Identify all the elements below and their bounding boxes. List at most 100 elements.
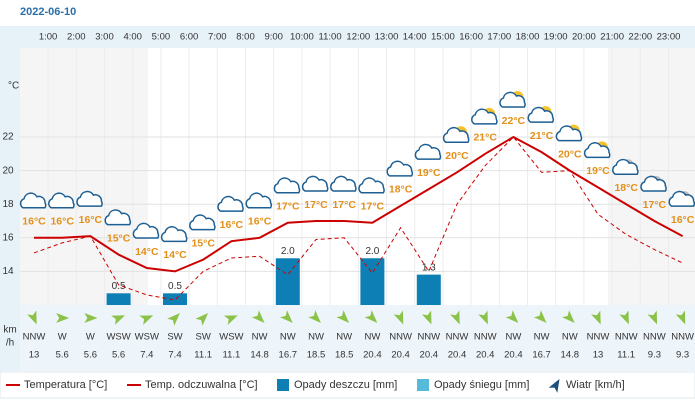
y-tick-label: 16	[2, 232, 14, 243]
weather-icon	[189, 214, 216, 231]
legend-swatch	[277, 379, 289, 391]
legend-box	[0, 371, 695, 399]
weather-icon	[160, 226, 188, 243]
legend-label: Wiatr [km/h]	[566, 379, 625, 391]
temperature-label: 16°C	[79, 214, 103, 226]
wind-arrow	[280, 310, 293, 323]
wind-arrow	[139, 315, 154, 325]
temperature-label: 21°C	[473, 132, 497, 144]
wind-direction: NW	[308, 332, 324, 343]
weather-icon	[301, 175, 329, 192]
wind-direction: SW	[167, 332, 182, 343]
wind-direction: NW	[562, 332, 578, 343]
legend-label: Opady śniegu [mm]	[434, 379, 529, 391]
cloud	[414, 143, 442, 160]
temperature-label: 16°C	[22, 216, 46, 228]
wind-direction: NNW	[474, 332, 497, 343]
temperature-label: 20°C	[558, 148, 582, 160]
precip-bar	[106, 293, 131, 305]
wind-speed: 16.7	[532, 350, 551, 361]
wind-arrow	[450, 310, 460, 325]
wind-arrow	[56, 313, 70, 323]
wind-speed: 7.4	[168, 350, 181, 361]
wind-speed: 20.4	[504, 350, 523, 361]
weather-icon	[330, 175, 357, 192]
precip-label: 0.5	[168, 281, 182, 292]
precip-label: 2.0	[365, 246, 379, 257]
wind-direction: NW	[534, 332, 550, 343]
hour-label: 7:00	[208, 32, 227, 43]
weather-icon	[583, 141, 611, 159]
wind-arrow	[478, 310, 488, 325]
wind-arrow	[421, 310, 432, 325]
wind-speed: 20.4	[448, 350, 467, 361]
wind-arrow	[336, 310, 350, 323]
temperature-label: 16°C	[50, 216, 74, 228]
wind-arrow	[533, 310, 547, 323]
wind-speed: 13	[29, 350, 40, 361]
hour-label: 11:00	[319, 32, 342, 43]
wind-speed: 18.5	[335, 350, 354, 361]
wind-speed: 11.1	[223, 350, 241, 361]
wind-direction: NNW	[23, 332, 46, 343]
y-tick-label: 22	[2, 132, 14, 143]
cloud	[471, 108, 498, 125]
wind-row	[20, 305, 695, 371]
temperature-label: 14°C	[135, 246, 159, 258]
weather-icon	[499, 91, 526, 108]
hour-header	[0, 26, 695, 48]
hour-label: 1:00	[39, 32, 58, 43]
wind-arrow	[27, 310, 37, 325]
weather-icon	[76, 190, 103, 207]
legend-swatch	[417, 379, 429, 391]
wind-direction: NW	[364, 332, 380, 343]
temperature-line	[33, 136, 683, 301]
cloud	[330, 175, 357, 192]
wind-unit: km	[3, 325, 16, 336]
temperature-label: 20°C	[445, 150, 469, 162]
hour-label: 13:00	[375, 32, 399, 43]
weather-icon	[48, 192, 75, 209]
cloud	[442, 127, 470, 144]
wind-direction: NNW	[389, 332, 412, 343]
legend-label: Temp. odczuwalna [°C]	[145, 379, 258, 391]
wind-arrow	[84, 313, 98, 323]
legend-wind-icon	[548, 378, 560, 393]
hour-label: 14:00	[403, 32, 427, 43]
y-tick-label: 18	[2, 199, 14, 210]
cloud	[640, 175, 667, 192]
cloud	[358, 177, 385, 194]
temperature-label: 17°C	[361, 200, 385, 212]
precip-label: 2.0	[281, 246, 295, 257]
hour-label: 23:00	[657, 32, 681, 43]
wind-speed: 20.4	[476, 350, 495, 361]
hour-label: 8:00	[236, 32, 255, 43]
temperature-label: 14°C	[163, 249, 187, 261]
weather-icon	[273, 177, 301, 194]
temperature-line	[34, 135, 684, 273]
wind-arrow	[393, 310, 404, 325]
legend-label: Temperatura [°C]	[24, 379, 107, 391]
weather-icon	[217, 195, 244, 212]
wind-arrow	[505, 310, 519, 323]
wind-arrow	[675, 310, 686, 325]
weather-icon	[555, 124, 583, 142]
precip-label: 0.5	[112, 281, 126, 292]
night-shade	[20, 48, 148, 305]
hour-label: 22:00	[628, 32, 652, 43]
wind-speed: 5.6	[84, 350, 97, 361]
wind-arrow	[167, 313, 180, 326]
temperature-label: 18°C	[389, 184, 413, 196]
temperature-label: 16°C	[248, 216, 272, 228]
temperature-label: 17°C	[276, 200, 300, 212]
wind-direction: W	[86, 332, 95, 343]
wind-direction: NNW	[643, 332, 666, 343]
hour-label: 6:00	[180, 32, 199, 43]
cloud	[555, 125, 583, 142]
weather-icon	[640, 175, 667, 192]
temperature-label: 15°C	[191, 237, 215, 249]
temperature-label: 17°C	[643, 199, 667, 211]
hour-label: 3:00	[95, 32, 114, 43]
wind-direction: WSW	[219, 332, 243, 343]
wind-speed: 9.3	[676, 350, 689, 361]
